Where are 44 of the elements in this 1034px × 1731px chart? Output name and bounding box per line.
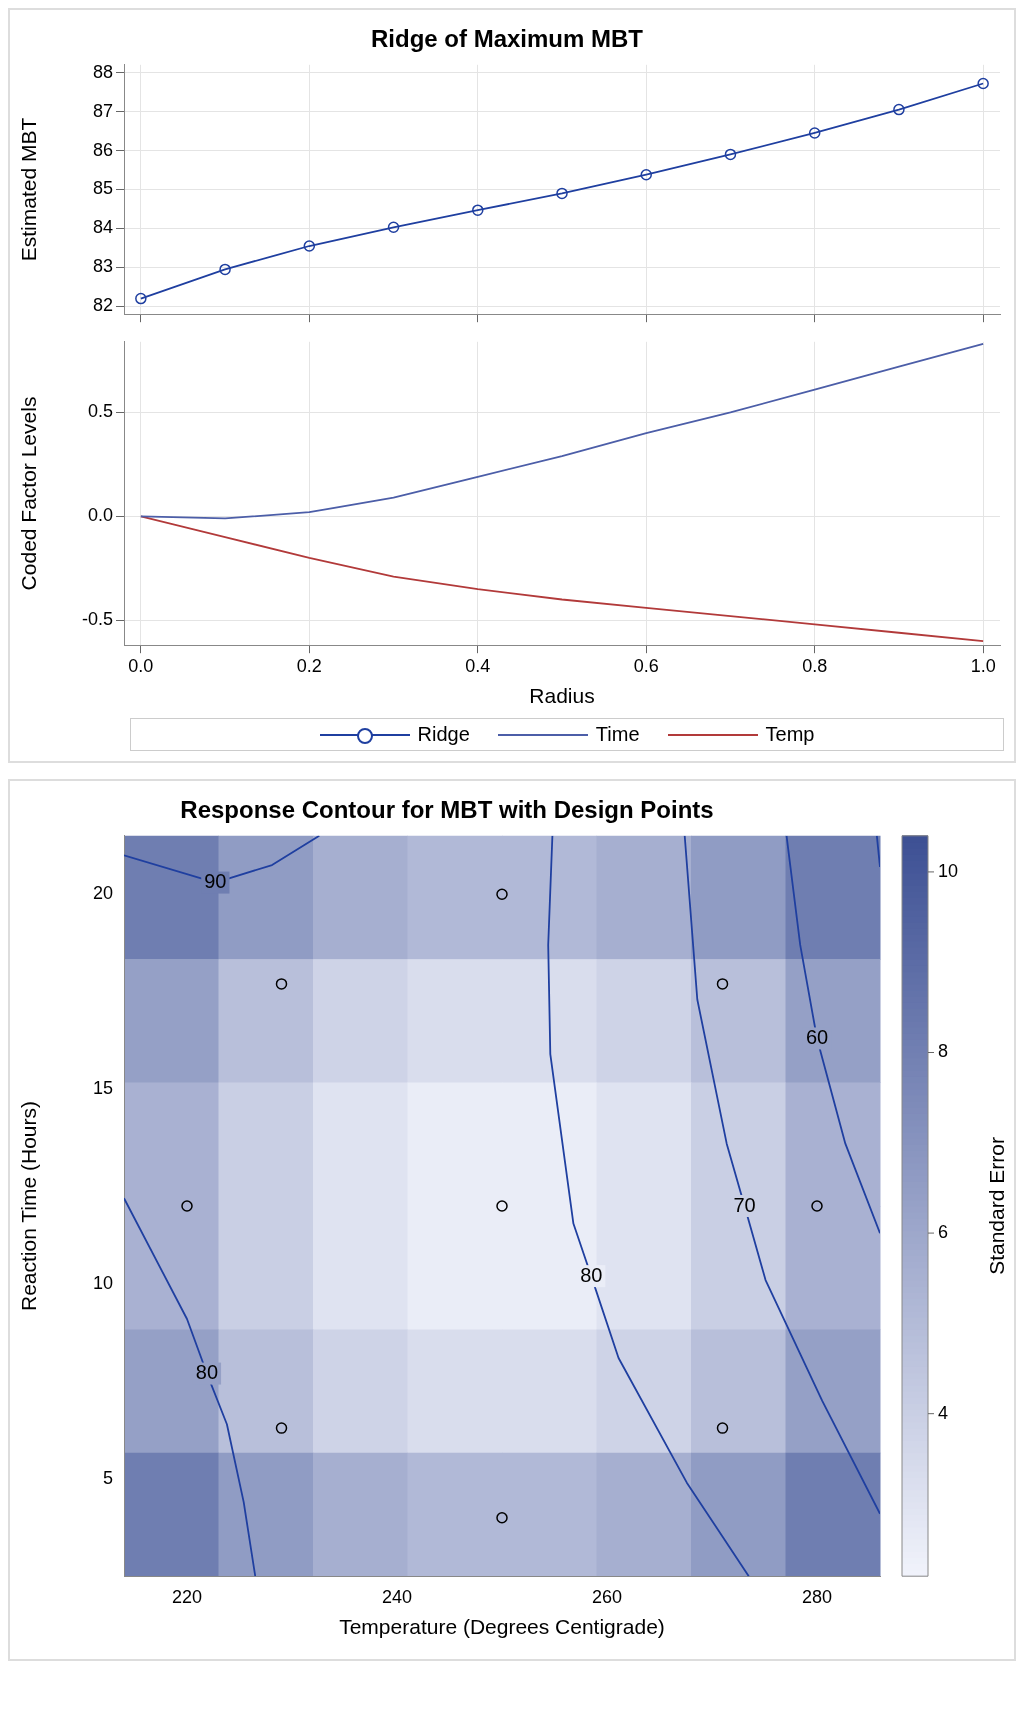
x-tick-label: 240 (381, 1586, 413, 1607)
color-bar-label: 10 (938, 860, 959, 881)
y-axis-title: Estimated MBT (17, 117, 41, 262)
y-tick-label: -0.5 (81, 609, 113, 630)
annotation: 60 (805, 1025, 829, 1048)
y-tick-label: 0.5 (87, 401, 113, 422)
color-bar-label: 4 (938, 1402, 949, 1423)
x-axis-title: Radius (529, 684, 595, 708)
y-tick-label: 15 (92, 1078, 113, 1099)
x-tick-label: 0.8 (802, 655, 828, 676)
y-tick-label: 85 (92, 178, 113, 199)
y-tick-label: 5 (102, 1467, 113, 1488)
x-tick-label: 260 (591, 1586, 623, 1607)
y-axis-title: Coded Factor Levels (17, 396, 41, 591)
y-tick-label: 20 (92, 883, 113, 904)
x-tick-label: 0.2 (296, 655, 322, 676)
x-tick-label: 280 (801, 1586, 833, 1607)
color-bar-label: 8 (938, 1041, 949, 1062)
y-axis-title: Reaction Time (Hours) (17, 1100, 41, 1312)
y-tick-label: 10 (92, 1272, 113, 1293)
x-tick-label: 220 (171, 1586, 203, 1607)
y-tick-label: 0.0 (87, 505, 113, 526)
y-tick-label: 87 (92, 100, 113, 121)
annotation: 80 (580, 1263, 603, 1286)
x-tick-label: 0.0 (128, 655, 154, 676)
y-tick-label: 82 (92, 295, 113, 316)
y-tick-label: 83 (92, 256, 113, 277)
chart-title: Ridge of Maximum MBT (370, 25, 644, 53)
legend-label: Temp (765, 723, 815, 746)
annotation: 70 (733, 1193, 756, 1216)
annotation: 90 (204, 870, 227, 893)
x-axis-title: Temperature (Degrees Centigrade) (339, 1615, 665, 1639)
chart-title: Response Contour for MBT with Design Points (180, 796, 714, 824)
y-tick-label: 86 (92, 139, 113, 160)
y-tick-label: 88 (92, 61, 113, 82)
color-bar-label: 6 (938, 1222, 949, 1243)
legend-label: Ridge (417, 723, 470, 746)
annotation: 80 (195, 1361, 219, 1384)
color-bar-title: Standard Error (984, 1137, 1008, 1275)
x-tick-label: 1.0 (970, 655, 996, 676)
x-tick-label: 0.4 (465, 655, 491, 676)
y-tick-label: 84 (92, 217, 113, 238)
x-tick-label: 0.6 (633, 655, 659, 676)
legend-label: Time (595, 723, 640, 746)
